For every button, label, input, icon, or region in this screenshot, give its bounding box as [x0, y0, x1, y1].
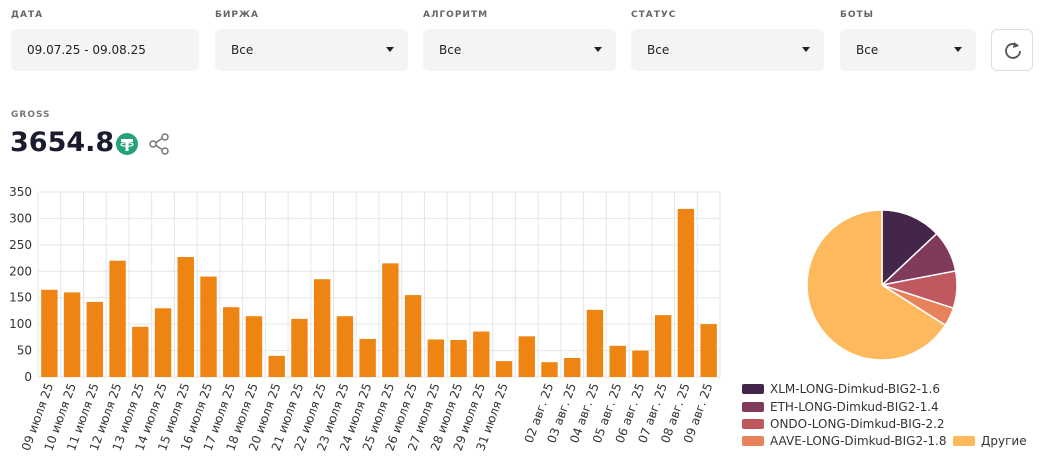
y-tick-label: 350: [9, 185, 32, 199]
bar: [200, 276, 217, 377]
filter-label: СТАТУС: [631, 10, 677, 20]
bar: [564, 357, 581, 377]
filter-select[interactable]: Все: [423, 29, 616, 71]
legend-label: ETH-LONG-Dimkud-BIG2-1.4: [770, 400, 939, 414]
bar: [359, 338, 376, 377]
bar: [223, 307, 240, 377]
bar: [677, 208, 695, 377]
y-tick-label: 0: [24, 370, 32, 384]
filter-value: Все: [647, 43, 670, 57]
dropdown-arrow: [386, 47, 394, 52]
y-tick-label: 100: [9, 317, 32, 331]
filter-value: Все: [231, 43, 254, 57]
legend-label: Другие: [981, 434, 1027, 448]
legend-swatch: [742, 384, 764, 394]
legend-label: AAVE-LONG-Dimkud-BIG2-1.8: [770, 434, 947, 448]
bar: [109, 260, 126, 377]
pie-slice: [881, 209, 938, 287]
bar: [313, 279, 331, 377]
y-tick-label: 150: [9, 291, 32, 305]
filter-label: БИРЖА: [215, 10, 259, 20]
bar: [609, 345, 626, 377]
legend-swatch: [953, 436, 975, 446]
bar: [473, 331, 490, 377]
y-tick-label: 200: [9, 264, 32, 278]
bar: [700, 324, 717, 377]
bar: [541, 362, 558, 377]
refresh-button[interactable]: [991, 29, 1033, 71]
filter-value: Все: [439, 43, 462, 57]
filter-select[interactable]: Все: [215, 29, 408, 71]
refresh-icon: [1005, 42, 1021, 59]
pie-slice: [806, 209, 947, 361]
bar: [291, 318, 308, 377]
legend-label: XLM-LONG-Dimkud-BIG2-1.6: [770, 382, 940, 396]
icons: [116, 133, 169, 155]
dropdown-arrow: [594, 47, 602, 52]
bar: [177, 257, 194, 377]
gross-label: GROSS: [11, 110, 51, 120]
bar: [404, 295, 422, 377]
filter-value: 09.07.25 - 09.08.25: [27, 43, 146, 57]
filter-label: БОТЫ: [840, 10, 874, 20]
bar: [586, 309, 604, 377]
bar: [63, 292, 81, 377]
bar: [132, 326, 149, 377]
share-icon[interactable]: [149, 133, 169, 155]
bar: [518, 336, 535, 377]
legend-swatch: [742, 436, 764, 446]
bar: [632, 350, 649, 377]
legend-swatch: [742, 402, 764, 412]
y-tick-label: 300: [9, 211, 32, 225]
filter-label: ДАТА: [11, 10, 44, 20]
bar: [382, 263, 399, 377]
filter-value: Все: [856, 43, 879, 57]
y-tick-label: 250: [9, 238, 32, 252]
legend-swatch: [742, 419, 764, 429]
dropdown-arrow: [802, 47, 810, 52]
bar: [245, 316, 263, 377]
gross-value: 3654.8: [10, 127, 115, 158]
bar: [495, 361, 513, 377]
legend-label: ONDO-LONG-Dimkud-BIG-2.2: [770, 417, 945, 431]
filter-select[interactable]: 09.07.25 - 09.08.25: [11, 29, 199, 71]
filter-select[interactable]: Все: [631, 29, 824, 71]
dropdown-arrow: [954, 47, 962, 52]
bar: [336, 316, 354, 377]
bar: [154, 308, 172, 377]
filter-label: АЛГОРИТМ: [423, 10, 489, 20]
y-tick-label: 50: [17, 344, 32, 358]
bar: [41, 289, 58, 377]
bar: [450, 340, 467, 377]
bar: [268, 355, 285, 377]
bar: [86, 301, 104, 377]
bar: [654, 315, 672, 377]
filter-select[interactable]: Все: [840, 29, 976, 71]
bar: [427, 339, 445, 377]
